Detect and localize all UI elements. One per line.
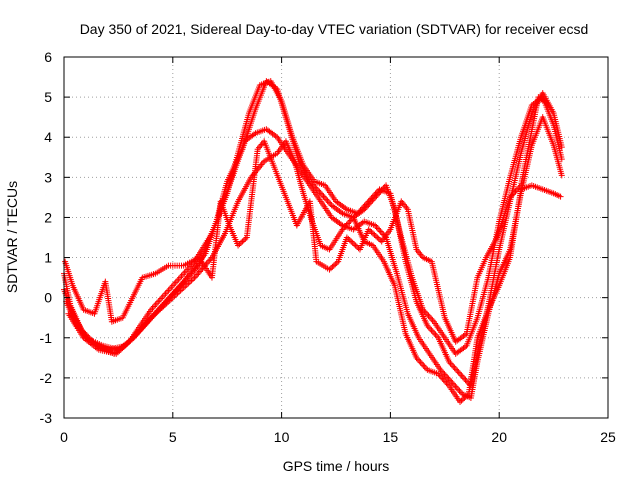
data-point: [369, 230, 376, 237]
data-point: [346, 237, 353, 244]
data-point: [343, 234, 350, 241]
y-tick-label: -2: [40, 370, 53, 386]
data-point: [374, 234, 381, 241]
data-point: [457, 398, 464, 405]
data-point: [326, 266, 333, 273]
data-point: [242, 235, 249, 242]
y-tick-label: 4: [44, 129, 52, 145]
data-series-4: [65, 138, 564, 405]
data-point: [329, 263, 336, 270]
data-series-5: [62, 94, 551, 345]
data-point: [349, 239, 356, 246]
x-tick-label: 15: [383, 429, 399, 445]
data-point: [557, 193, 564, 200]
data-point: [544, 100, 551, 107]
data-points: [61, 78, 565, 405]
data-point: [332, 261, 339, 268]
data-point: [236, 241, 243, 248]
y-tick-label: 1: [44, 250, 52, 266]
y-tick-label: 0: [44, 290, 52, 306]
x-tick-label: 25: [600, 429, 616, 445]
data-point: [461, 394, 468, 401]
y-tick-label: 5: [44, 89, 52, 105]
data-point: [345, 235, 352, 242]
data-point: [375, 235, 382, 242]
data-point: [558, 172, 565, 179]
x-tick-label: 5: [169, 429, 177, 445]
data-point: [464, 392, 471, 399]
y-tick-label: 6: [44, 49, 52, 65]
data-point: [371, 231, 378, 238]
data-point: [352, 242, 359, 249]
x-axis-label: GPS time / hours: [283, 458, 390, 474]
data-point: [333, 259, 340, 266]
data-point: [372, 233, 379, 240]
x-tick-label: 0: [60, 429, 68, 445]
data-point: [462, 393, 469, 400]
y-axis-label: SDTVAR / TECUs: [4, 181, 20, 293]
data-point: [558, 144, 565, 151]
data-point: [351, 241, 358, 248]
data-point: [367, 227, 374, 234]
plot-frame: [63, 56, 609, 419]
y-tick-label: -3: [40, 410, 53, 426]
y-tick-label: 3: [44, 169, 52, 185]
grid-lines: [64, 57, 608, 418]
data-point: [348, 238, 355, 245]
data-point: [240, 237, 247, 244]
data-point: [235, 242, 242, 249]
data-point: [237, 239, 244, 246]
data-point: [330, 262, 337, 269]
y-tick-label: -1: [40, 330, 53, 346]
data-point: [327, 265, 334, 272]
data-point: [354, 243, 361, 250]
data-point: [458, 397, 465, 404]
data-point: [459, 396, 466, 403]
chart-title: Day 350 of 2021, Sidereal Day-to-day VTE…: [80, 21, 589, 37]
data-point: [368, 229, 375, 236]
y-tick-label: 2: [44, 209, 52, 225]
axis-ticks: 0 5 10 15 20 25 -3 -2 -1 0 1 2 3 4 5 6: [40, 49, 616, 445]
x-tick-label: 20: [491, 429, 507, 445]
x-tick-label: 10: [274, 429, 290, 445]
data-point: [365, 226, 372, 233]
data-point: [239, 238, 246, 245]
